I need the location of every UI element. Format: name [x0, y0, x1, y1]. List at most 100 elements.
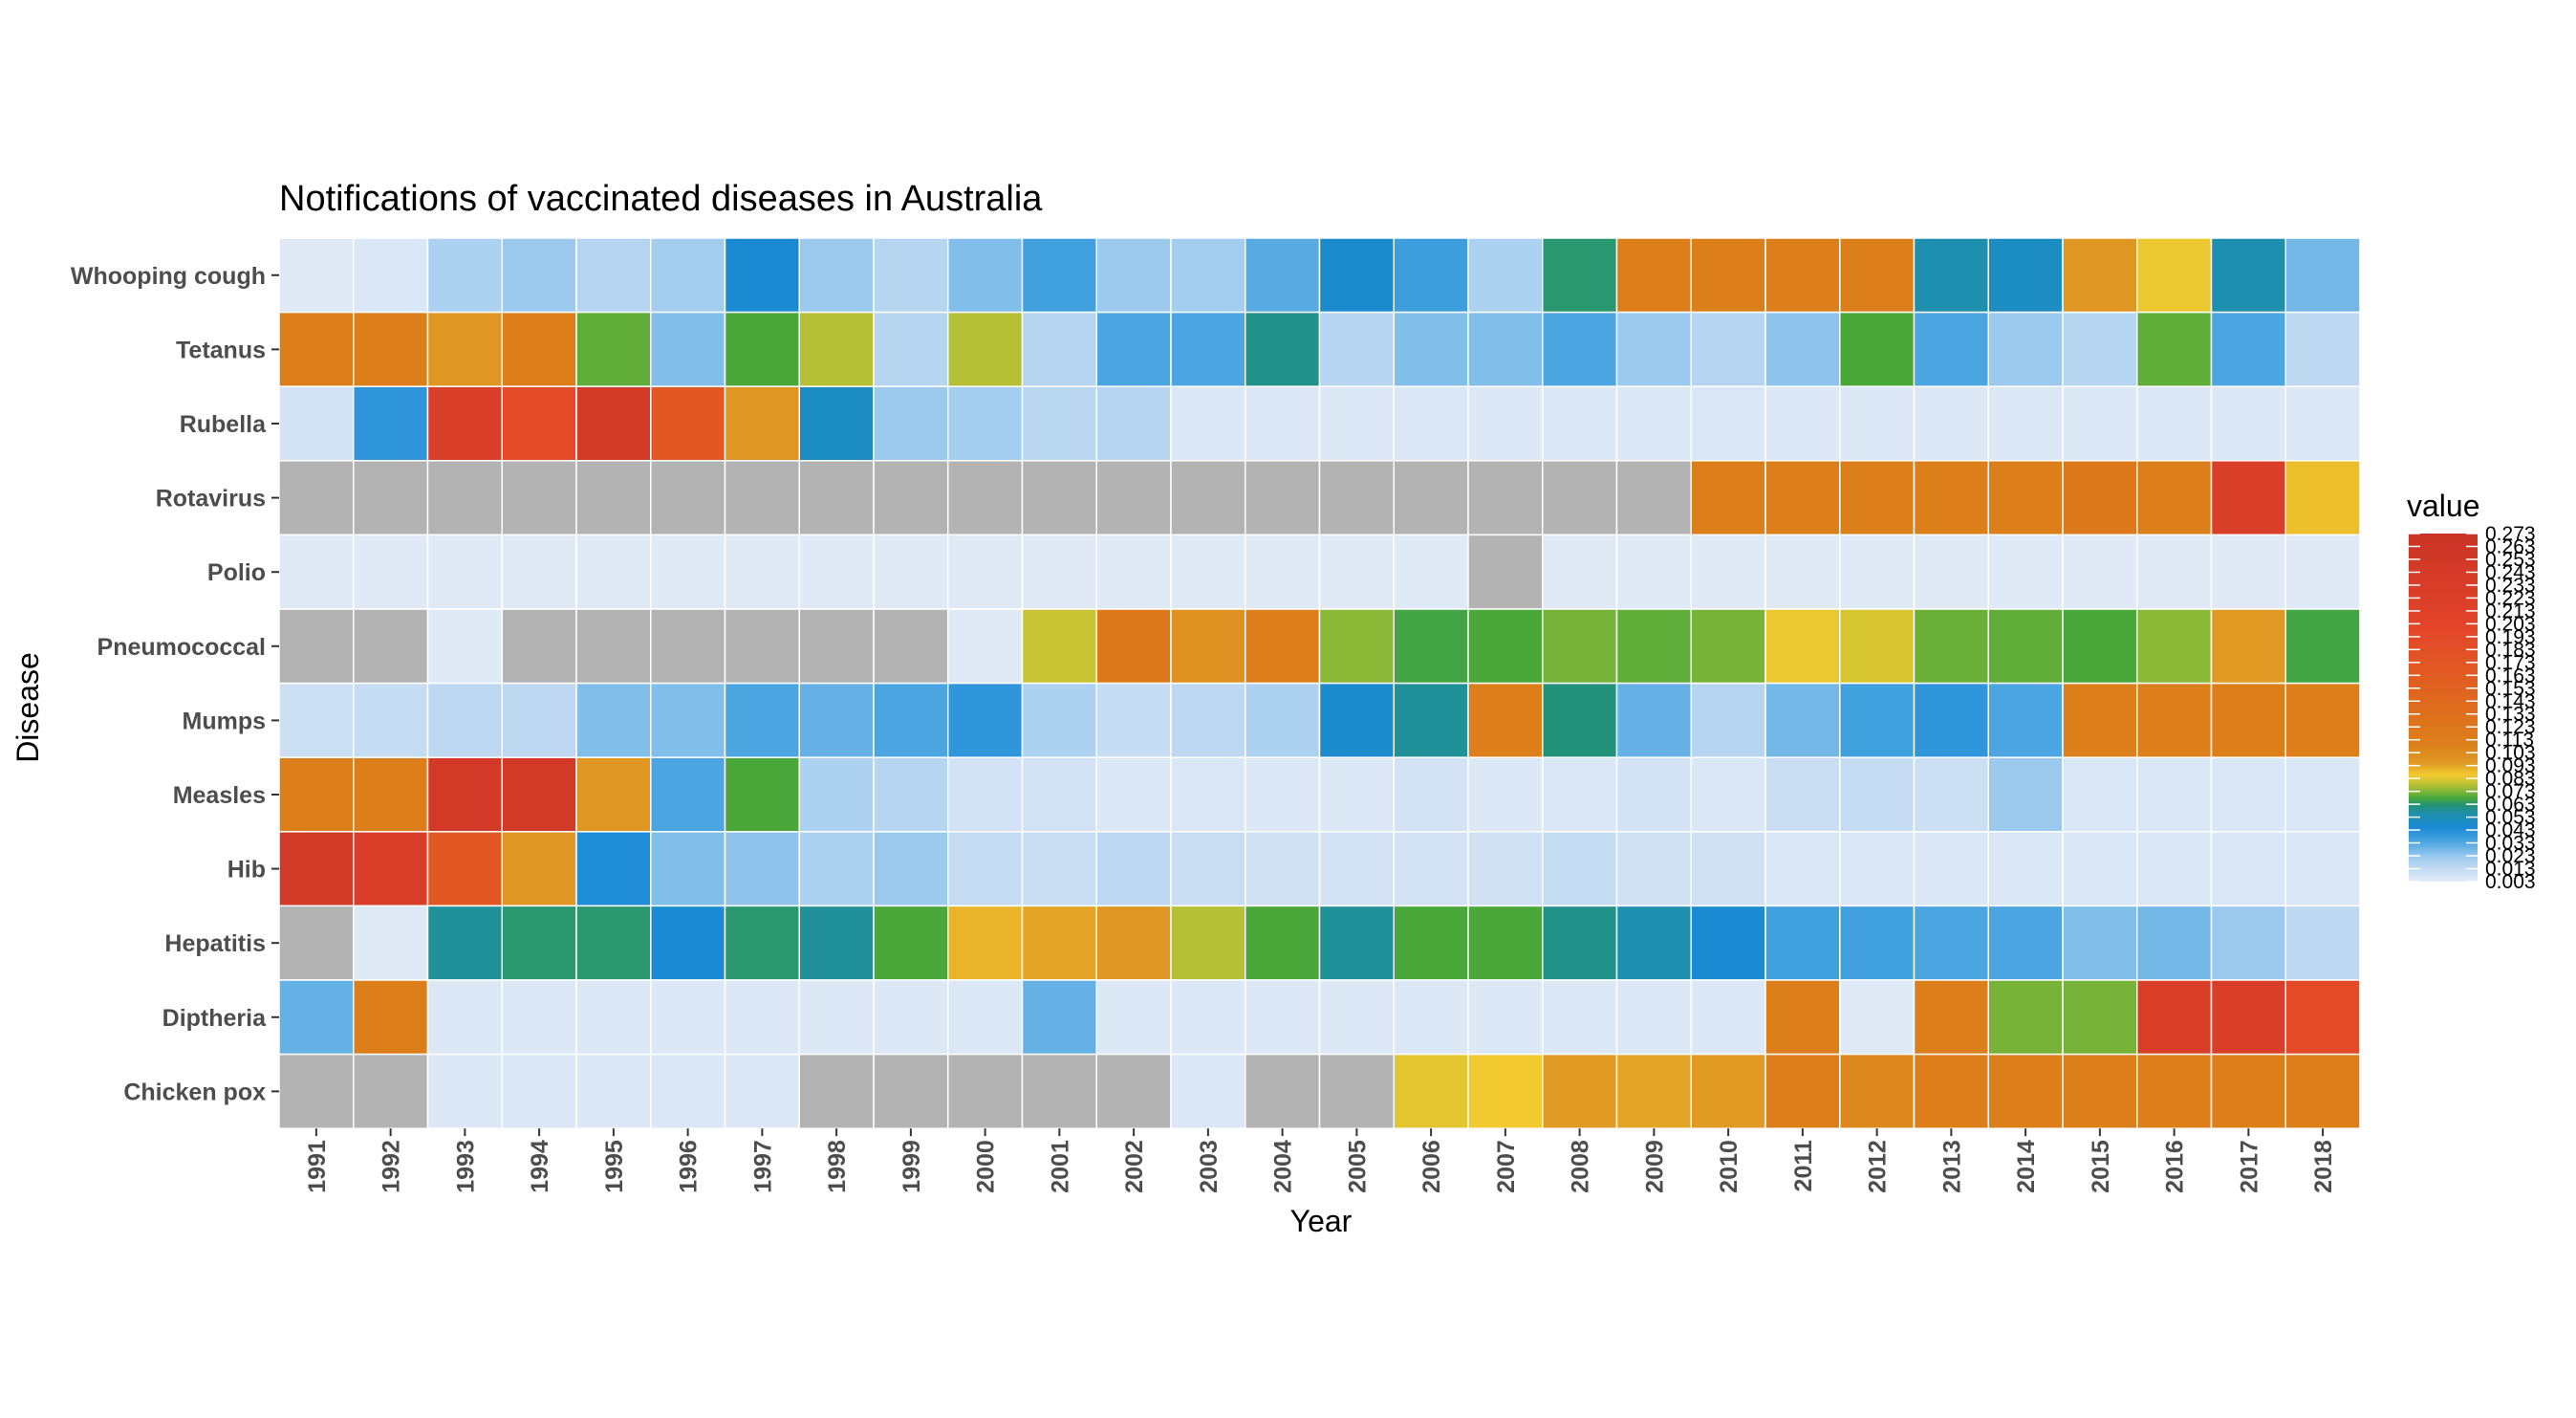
legend-colorbar: [2409, 534, 2478, 882]
heatmap-cell: [1764, 460, 1841, 536]
heatmap-cell: [724, 534, 800, 610]
y-tick-label: Rubella: [180, 411, 267, 438]
heatmap-cell: [1542, 1053, 1618, 1129]
heatmap-cell: [798, 979, 875, 1056]
heatmap-cell: [1764, 905, 1841, 981]
heatmap-cell: [947, 1053, 1024, 1129]
heatmap-cell: [1542, 831, 1618, 907]
heatmap-cell: [1987, 979, 2064, 1056]
heatmap-cell: [1021, 237, 1097, 314]
heatmap-cell: [1987, 756, 2064, 833]
heatmap-cell: [575, 608, 652, 685]
x-tick-label: 2011: [1790, 1140, 1817, 1191]
heatmap-cell: [1245, 237, 1321, 314]
heatmap-cell: [1542, 460, 1618, 536]
heatmap-cell: [1170, 534, 1246, 610]
heatmap-cell: [1987, 682, 2064, 758]
heatmap-cell: [1095, 385, 1172, 462]
heatmap-cell: [575, 460, 652, 536]
y-axis-title: Disease: [11, 652, 45, 763]
heatmap-cell: [1913, 831, 1989, 907]
heatmap-cell: [1690, 979, 1766, 1056]
heatmap-cell: [873, 905, 949, 981]
heatmap-cell: [873, 385, 949, 462]
x-tick-label: 2016: [2162, 1140, 2189, 1193]
heatmap-cell: [353, 756, 429, 833]
heatmap-cell: [873, 979, 949, 1056]
x-axis-title: Year: [1290, 1204, 1353, 1238]
heatmap-cell: [1542, 682, 1618, 758]
heatmap-cell: [1170, 756, 1246, 833]
heatmap-cell: [426, 756, 503, 833]
heatmap-cell: [353, 534, 429, 610]
heatmap-cell: [2210, 1053, 2286, 1129]
heatmap-cell: [650, 608, 726, 685]
heatmap-cell: [724, 979, 800, 1056]
heatmap-cell: [2062, 608, 2138, 685]
legend-tick-label: 0.033: [2485, 833, 2536, 855]
legend-tick-label: 0.103: [2485, 742, 2536, 764]
heatmap-cell: [1393, 534, 1469, 610]
heatmap-cell: [2062, 756, 2138, 833]
x-tick-label: 1994: [527, 1140, 553, 1193]
heatmap-cell: [1615, 979, 1692, 1056]
legend-tick-label: 0.233: [2485, 575, 2536, 597]
heatmap-cell: [353, 385, 429, 462]
heatmap-cell: [1690, 1053, 1766, 1129]
heatmap-cell: [1170, 682, 1246, 758]
heatmap-cell: [724, 385, 800, 462]
heatmap-cell: [501, 1053, 577, 1129]
heatmap-cell: [353, 237, 429, 314]
heatmap-cell: [1839, 311, 1916, 387]
heatmap-cell: [1913, 534, 1989, 610]
legend-tick-label: 0.043: [2485, 819, 2536, 841]
heatmap-cell: [2136, 311, 2213, 387]
heatmap-cell: [278, 1053, 355, 1129]
heatmap-cell: [575, 385, 652, 462]
heatmap-cell: [873, 756, 949, 833]
heatmap-cell: [1987, 311, 2064, 387]
heatmap-cell: [2210, 237, 2286, 314]
legend-tick-label: 0.113: [2485, 730, 2534, 752]
legend-tick-label: 0.123: [2485, 716, 2536, 738]
heatmap-cell: [1095, 831, 1172, 907]
heatmap-cell: [1318, 311, 1395, 387]
heatmap-cell: [2284, 682, 2361, 758]
heatmap-cell: [873, 237, 949, 314]
heatmap-cell: [353, 682, 429, 758]
heatmap-cell: [1170, 979, 1246, 1056]
x-tick-label: 2006: [1418, 1140, 1445, 1193]
heatmap-cell: [650, 311, 726, 387]
legend-tick-label: 0.213: [2485, 600, 2536, 622]
heatmap-cell: [1615, 682, 1692, 758]
heatmap-cell: [1245, 385, 1321, 462]
heatmap-cell: [1245, 534, 1321, 610]
x-tick-label: 2013: [1938, 1140, 1965, 1193]
y-tick-label: Diptheria: [162, 1005, 267, 1032]
heatmap-cell: [2210, 460, 2286, 536]
heatmap-cell: [1987, 905, 2064, 981]
legend-tick-label: 0.133: [2485, 704, 2536, 726]
heatmap-cell: [1764, 682, 1841, 758]
heatmap-cell: [278, 385, 355, 462]
axis-ticks: [271, 273, 2325, 1137]
heatmap-cell: [650, 460, 726, 536]
heatmap-cell: [2210, 608, 2286, 685]
heatmap-cell: [798, 608, 875, 685]
heatmap-cell: [947, 311, 1024, 387]
y-tick-label: Pneumococcal: [97, 634, 266, 661]
heatmap-cell: [426, 237, 503, 314]
heatmap-cell: [1393, 831, 1469, 907]
heatmap-cell: [798, 682, 875, 758]
heatmap-cell: [650, 756, 726, 833]
heatmap-cell: [2062, 682, 2138, 758]
heatmap-cell: [1095, 608, 1172, 685]
heatmap-cell: [1318, 460, 1395, 536]
heatmap-cell: [1764, 979, 1841, 1056]
heatmap-cell: [278, 608, 355, 685]
y-tick-label: Hepatitis: [164, 930, 266, 957]
heatmap-cell: [1542, 385, 1618, 462]
y-tick-label: Polio: [207, 559, 266, 586]
x-tick-label: 2014: [2013, 1140, 2040, 1193]
